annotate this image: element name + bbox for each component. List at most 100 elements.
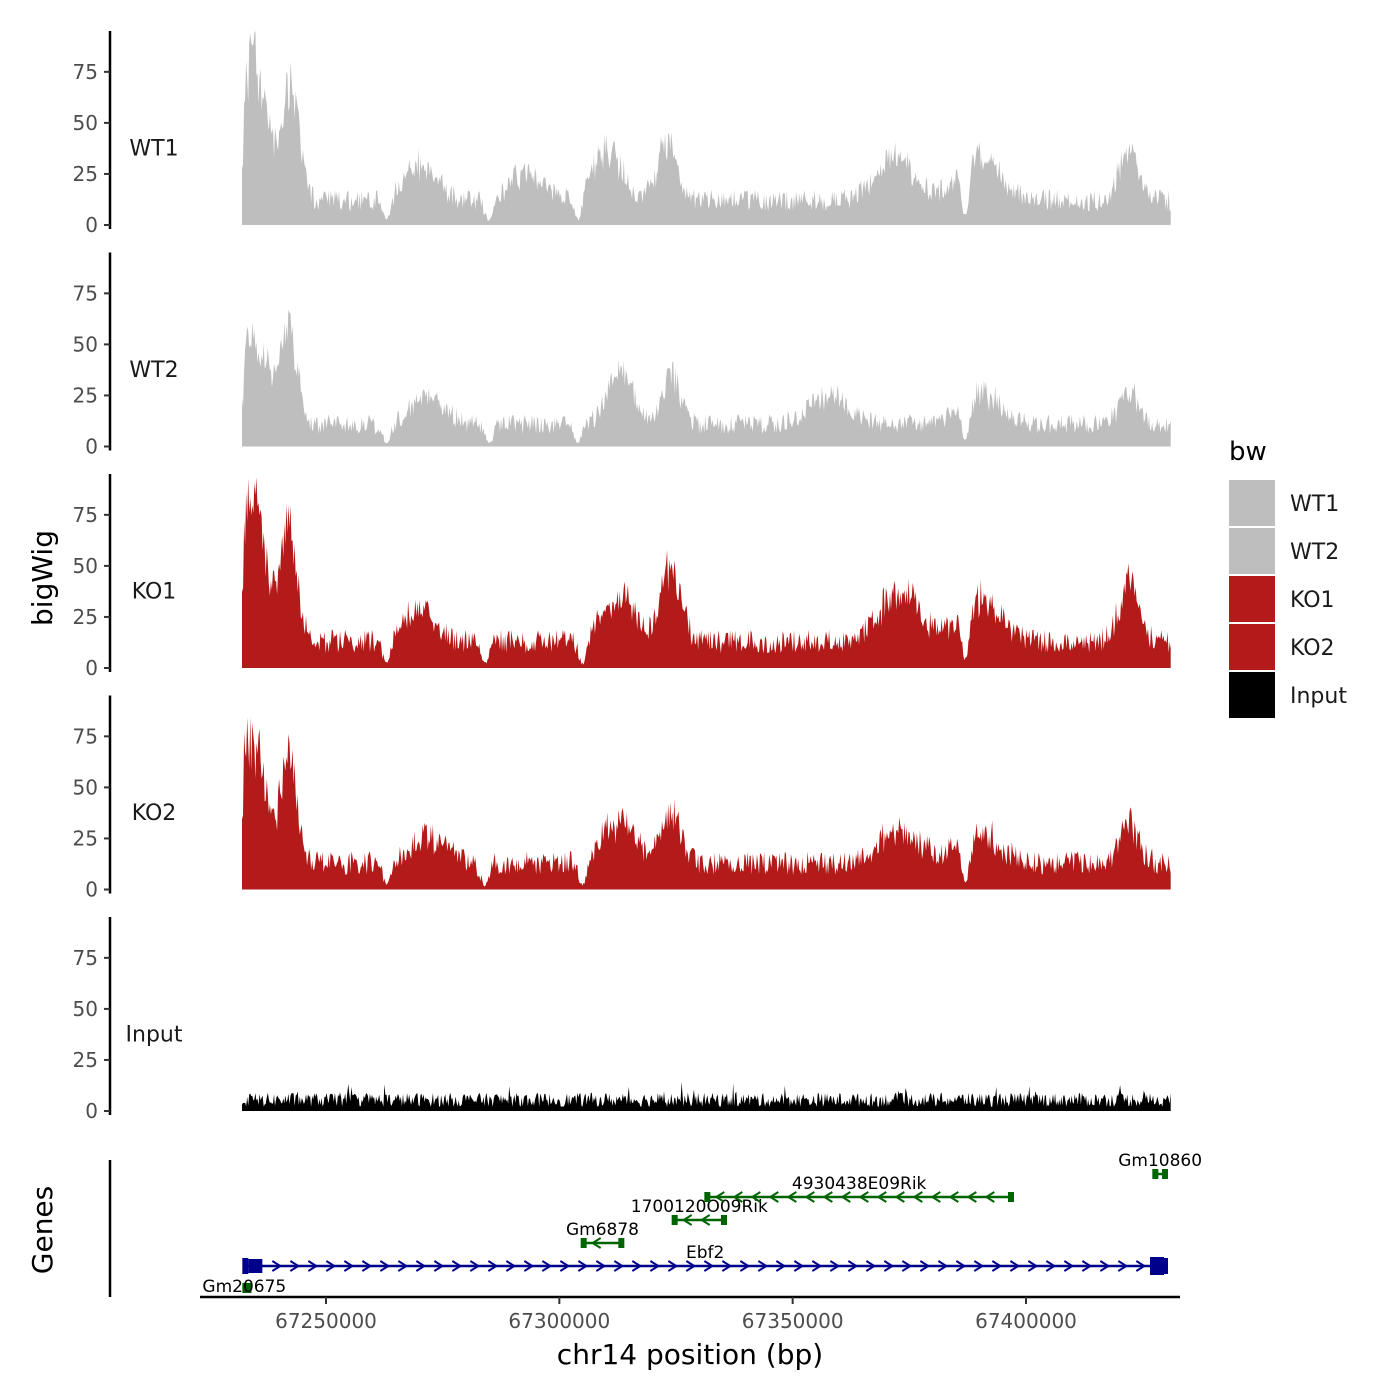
strand-chevron bbox=[541, 1260, 553, 1272]
gene-Ebf2: Ebf2 bbox=[242, 1243, 1168, 1275]
strand-chevron bbox=[768, 1191, 779, 1203]
x-tick-label: 67250000 bbox=[275, 1309, 377, 1333]
gene-exon bbox=[242, 1283, 249, 1293]
legend-item-WT1: WT1 bbox=[1229, 480, 1339, 526]
legend-label: KO1 bbox=[1290, 588, 1335, 613]
y-axis-title: bigWig bbox=[26, 530, 59, 626]
strand-chevron bbox=[901, 1260, 913, 1272]
legend-item-KO2: KO2 bbox=[1229, 624, 1335, 670]
strand-chevron bbox=[793, 1260, 805, 1272]
y-tick-label: 50 bbox=[73, 332, 98, 356]
y-tick-label: 25 bbox=[73, 826, 98, 850]
strand-chevron bbox=[750, 1191, 761, 1203]
strand-chevron bbox=[757, 1260, 769, 1272]
y-tick-label: 50 bbox=[73, 111, 98, 135]
strand-chevron bbox=[732, 1191, 743, 1203]
strand-chevron bbox=[361, 1260, 373, 1272]
coverage-tracks: 0 25 50 75 WT1 0 25 50 75 WT2 0 25 50 75 KO1 0 25 50 75 KO2… bbox=[73, 31, 1171, 1123]
y-tick-label: 0 bbox=[85, 878, 98, 902]
strand-chevron bbox=[1045, 1260, 1057, 1272]
gene-exon bbox=[1162, 1169, 1168, 1179]
gene-label: Ebf2 bbox=[686, 1243, 724, 1263]
y-tick-label: 75 bbox=[73, 724, 98, 748]
strand-chevron bbox=[829, 1260, 841, 1272]
strand-chevron bbox=[811, 1260, 823, 1272]
y-tick-label: 0 bbox=[85, 1099, 98, 1123]
track-KO2: 0 25 50 75 KO2 bbox=[73, 695, 1171, 902]
y-tick-label: 25 bbox=[73, 383, 98, 407]
strand-chevron bbox=[613, 1260, 625, 1272]
strand-chevron bbox=[991, 1260, 1003, 1272]
strand-chevron bbox=[984, 1191, 995, 1203]
strand-chevron bbox=[343, 1260, 355, 1272]
legend-items: WT1 WT2 KO1 KO2 Input bbox=[1229, 480, 1347, 718]
legend-label: WT2 bbox=[1290, 540, 1339, 565]
strand-chevron bbox=[786, 1191, 797, 1203]
gene-track: Ebf2 Gm20675 Gm6878 1700120O09Rik 4930438E09… bbox=[108, 1151, 1202, 1297]
strand-chevron bbox=[876, 1191, 887, 1203]
legend-item-KO1: KO1 bbox=[1229, 576, 1335, 622]
strand-chevron bbox=[397, 1260, 409, 1272]
strand-chevron bbox=[631, 1260, 643, 1272]
strand-chevron bbox=[1063, 1260, 1075, 1272]
legend: bw WT1 WT2 KO1 KO2 Input bbox=[1229, 437, 1347, 718]
gene-exon bbox=[245, 1283, 252, 1293]
coverage-area-KO2 bbox=[242, 716, 1171, 890]
strand-chevron bbox=[271, 1260, 283, 1272]
y-tick-label: 75 bbox=[73, 946, 98, 970]
gene-Gm20675: Gm20675 bbox=[202, 1277, 286, 1297]
gene-label: Gm20675 bbox=[202, 1277, 286, 1297]
gene-label: Gm6878 bbox=[566, 1220, 639, 1240]
y-tick-label: 75 bbox=[73, 60, 98, 84]
coverage-area-KO1 bbox=[242, 477, 1171, 668]
gene-1700120O09Rik: 1700120O09Rik bbox=[631, 1197, 768, 1226]
strand-chevron bbox=[714, 1191, 725, 1203]
strand-chevron bbox=[739, 1260, 751, 1272]
strand-chevron bbox=[894, 1191, 905, 1203]
strand-chevron bbox=[685, 1260, 697, 1272]
x-tick-label: 67350000 bbox=[742, 1309, 844, 1333]
strand-chevron bbox=[415, 1260, 427, 1272]
legend-label: Input bbox=[1290, 684, 1347, 709]
y-tick-label: 50 bbox=[73, 997, 98, 1021]
y-tick-label: 50 bbox=[73, 775, 98, 799]
strand-chevron bbox=[523, 1260, 535, 1272]
y-tick-label: 75 bbox=[73, 503, 98, 527]
legend-title: bw bbox=[1229, 437, 1267, 467]
y-tick-label: 50 bbox=[73, 554, 98, 578]
track-KO1: 0 25 50 75 KO1 bbox=[73, 474, 1171, 680]
legend-swatch bbox=[1229, 672, 1275, 718]
x-tick-label: 67300000 bbox=[508, 1309, 610, 1333]
x-axis-title: chr14 position (bp) bbox=[557, 1338, 823, 1371]
x-tick-label: 67400000 bbox=[975, 1309, 1077, 1333]
strand-chevron bbox=[681, 1214, 693, 1226]
gene-Gm10860: Gm10860 bbox=[1118, 1151, 1202, 1179]
gene-exon bbox=[248, 1259, 263, 1273]
strand-chevron bbox=[699, 1214, 711, 1226]
strand-chevron bbox=[1009, 1260, 1021, 1272]
strand-chevron bbox=[289, 1260, 301, 1272]
strand-chevron bbox=[1081, 1260, 1093, 1272]
y-tick-label: 25 bbox=[73, 1048, 98, 1072]
strand-chevron bbox=[379, 1260, 391, 1272]
track-label-KO2: KO2 bbox=[132, 801, 177, 826]
strand-chevron bbox=[775, 1260, 787, 1272]
strand-chevron bbox=[325, 1260, 337, 1272]
strand-chevron bbox=[667, 1260, 679, 1272]
strand-chevron bbox=[649, 1260, 661, 1272]
legend-item-WT2: WT2 bbox=[1229, 528, 1339, 574]
gene-exon bbox=[1008, 1192, 1014, 1202]
legend-swatch bbox=[1229, 576, 1275, 622]
y-tick-label: 0 bbox=[85, 213, 98, 237]
strand-chevron bbox=[937, 1260, 949, 1272]
gene-exon bbox=[618, 1238, 625, 1248]
gene-exon bbox=[1152, 1169, 1159, 1179]
strand-chevron bbox=[595, 1260, 607, 1272]
legend-swatch bbox=[1229, 480, 1275, 526]
y-tick-label: 0 bbox=[85, 435, 98, 459]
y-tick-label: 25 bbox=[73, 605, 98, 629]
y-tick-label: 75 bbox=[73, 281, 98, 305]
legend-swatch bbox=[1229, 624, 1275, 670]
gene-label: Gm10860 bbox=[1118, 1151, 1202, 1171]
